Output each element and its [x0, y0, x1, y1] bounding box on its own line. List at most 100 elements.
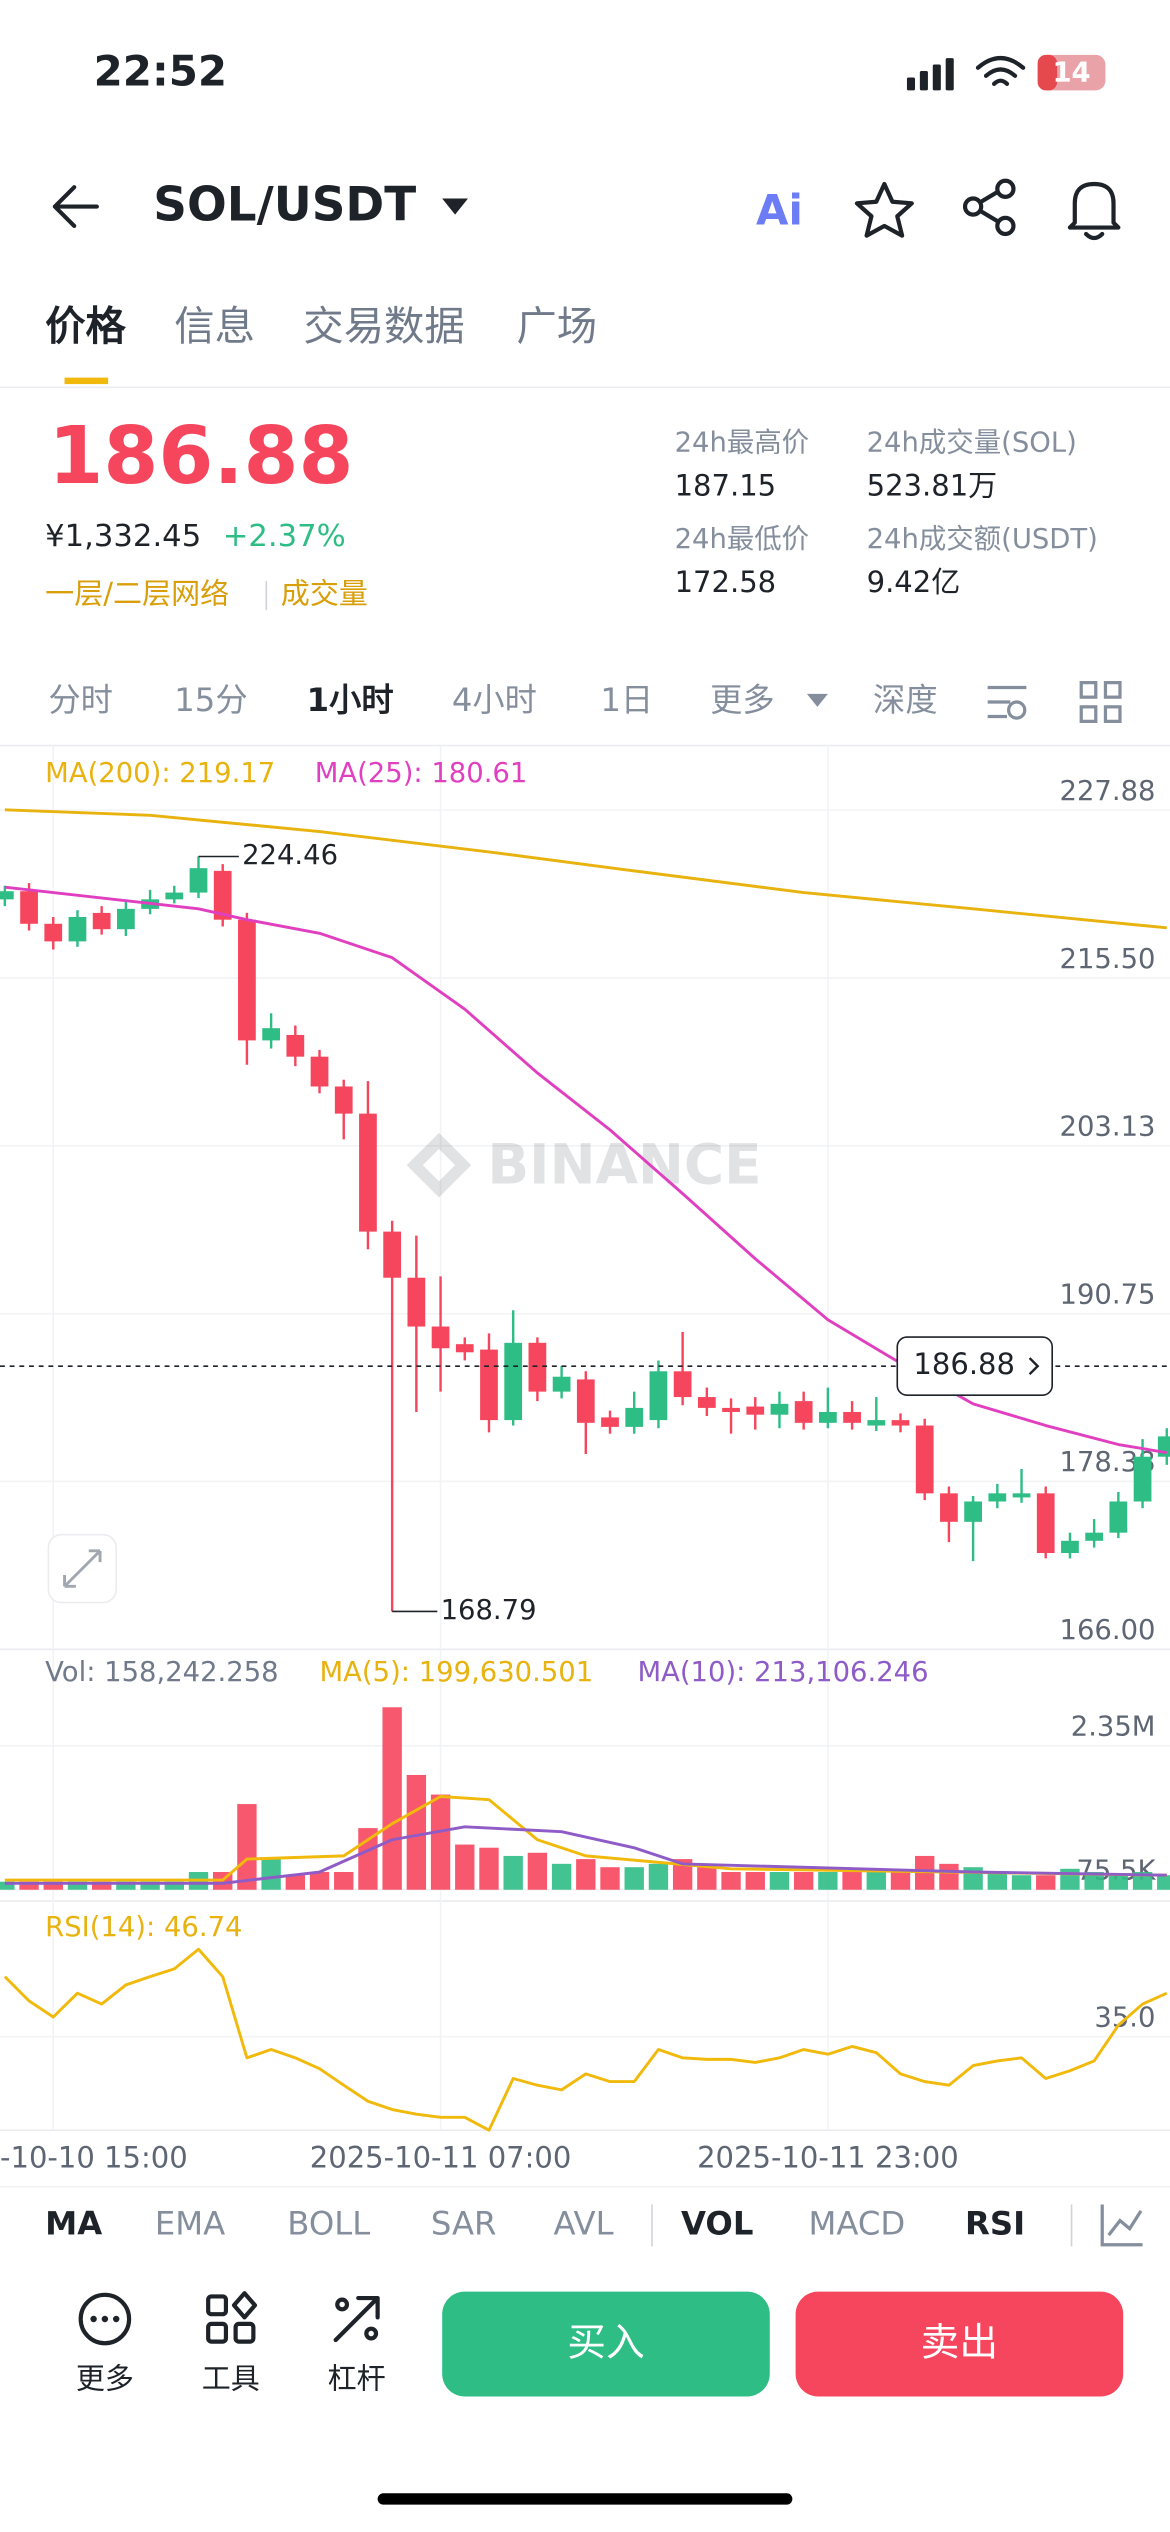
share-button[interactable] [962, 178, 1016, 237]
settings-icon[interactable] [987, 685, 1027, 720]
tag[interactable]: 成交量 [281, 576, 368, 610]
interval[interactable]: 15分 [174, 681, 247, 719]
indicator-active[interactable]: RSI [965, 2204, 1025, 2242]
favorite-button[interactable] [854, 181, 914, 238]
ma200-line [4, 808, 1167, 930]
candle-body [407, 1277, 426, 1327]
layout-icon[interactable] [1079, 681, 1122, 723]
candle-body [915, 1425, 934, 1494]
volume-bar [890, 1872, 911, 1890]
indicator[interactable]: MACD [809, 2204, 906, 2242]
indicator-active[interactable]: VOL [681, 2204, 753, 2242]
volume-bar [648, 1863, 669, 1890]
y-tick-label: 215.50 [1060, 944, 1156, 975]
tab[interactable]: 广场 [516, 303, 597, 350]
volume-bar [1132, 1872, 1153, 1890]
tag[interactable]: 一层/二层网络 [45, 576, 229, 610]
candle-body [262, 1028, 280, 1041]
interval[interactable]: 分时 [48, 681, 113, 719]
price-tag-chevron [1028, 1357, 1040, 1376]
candle-body [673, 1371, 692, 1398]
tab[interactable]: 交易数据 [303, 303, 464, 350]
stat-label: 24h最高价 [675, 427, 810, 458]
interval[interactable]: 1日 [600, 681, 653, 719]
candle-body [383, 1231, 402, 1278]
stat-value: 523.81万 [867, 468, 998, 502]
candle-body [964, 1501, 982, 1522]
home-indicator [377, 2493, 793, 2505]
vol-ma5-line [4, 1795, 1167, 1882]
candle-body [431, 1326, 450, 1349]
vol-ma10-line [4, 1825, 1167, 1885]
price-change: +2.37% [223, 519, 346, 554]
volume-bar [1108, 1875, 1129, 1890]
volume-bar [866, 1872, 886, 1890]
volume-bar [793, 1872, 814, 1890]
tab[interactable]: 价格 [45, 303, 126, 350]
volume-bar [939, 1863, 959, 1890]
x-tick-label: 2025-10-11 23:00 [697, 2140, 959, 2174]
indicator[interactable]: AVL [554, 2204, 614, 2242]
candle-body [867, 1420, 886, 1426]
volume-bar [43, 1881, 63, 1890]
tools-button[interactable] [206, 2291, 258, 2344]
volume-bar [1011, 1875, 1032, 1890]
indicator-settings[interactable] [1100, 2204, 1143, 2247]
candle-body [44, 923, 63, 942]
interval[interactable]: 4小时 [452, 681, 537, 719]
legend-vma10: MA(10): 213,106.246 [637, 1657, 928, 1688]
candle-body [286, 1034, 305, 1057]
interval-active[interactable]: 1小时 [307, 681, 394, 719]
sell-button[interactable] [795, 2291, 1124, 2397]
volume-bar [842, 1872, 862, 1890]
volume-bar [721, 1872, 741, 1890]
volume-bar [672, 1859, 693, 1890]
pair-dropdown[interactable] [442, 198, 468, 215]
volume-bar [551, 1863, 572, 1890]
indicator[interactable]: BOLL [287, 2204, 370, 2242]
depth-tab[interactable]: 深度 [873, 681, 938, 719]
wifi [975, 56, 1026, 87]
stat-label: 24h成交额(USDT) [867, 524, 1098, 555]
candle-body [697, 1397, 716, 1408]
candle-body [455, 1344, 474, 1353]
legend-rsi: RSI(14): 46.74 [45, 1912, 242, 1943]
indicator[interactable]: EMA [155, 2204, 225, 2242]
more-label[interactable]: 更多 [76, 2361, 134, 2395]
low-label: 168.79 [441, 1595, 537, 1626]
sell-label[interactable]: 卖出 [921, 2320, 998, 2365]
candle-body [770, 1403, 789, 1415]
volume-bar [334, 1872, 354, 1890]
leverage-label[interactable]: 杠杆 [328, 2361, 386, 2395]
indicator-active[interactable]: MA [45, 2204, 102, 2242]
candle-body [891, 1420, 910, 1426]
clock: 22:52 [94, 47, 228, 96]
alert-button[interactable] [1067, 181, 1121, 241]
volume-bar [697, 1867, 717, 1890]
candle-body [552, 1376, 571, 1392]
interval[interactable]: 更多 [710, 681, 775, 719]
candle-body [1157, 1436, 1170, 1457]
y-tick-label: 227.88 [1060, 776, 1156, 807]
indicator[interactable]: SAR [431, 2204, 497, 2242]
more-button[interactable] [78, 2292, 132, 2346]
ai-icon[interactable]: Ai [756, 186, 803, 235]
candle-body [625, 1407, 644, 1427]
expand-button[interactable] [47, 1533, 117, 1604]
pair-title[interactable]: SOL/USDT [153, 179, 416, 233]
high-label: 224.46 [242, 840, 338, 871]
legend-vma5: MA(5): 199,630.501 [320, 1657, 594, 1688]
buy-label[interactable]: 买入 [567, 2320, 644, 2365]
candle-body [818, 1411, 837, 1423]
tab[interactable]: 信息 [174, 303, 255, 350]
back-button[interactable] [52, 185, 99, 229]
stat-label: 24h成交量(SOL) [867, 427, 1077, 458]
more-dropdown[interactable] [806, 693, 828, 707]
buy-button[interactable] [442, 2291, 770, 2397]
tools-label[interactable]: 工具 [202, 2361, 260, 2395]
volume-bar [91, 1881, 112, 1890]
leverage-button[interactable] [333, 2295, 380, 2343]
stat-value: 187.15 [675, 468, 777, 502]
rsi-line [3, 1947, 1168, 2132]
candle-body [1109, 1501, 1128, 1533]
